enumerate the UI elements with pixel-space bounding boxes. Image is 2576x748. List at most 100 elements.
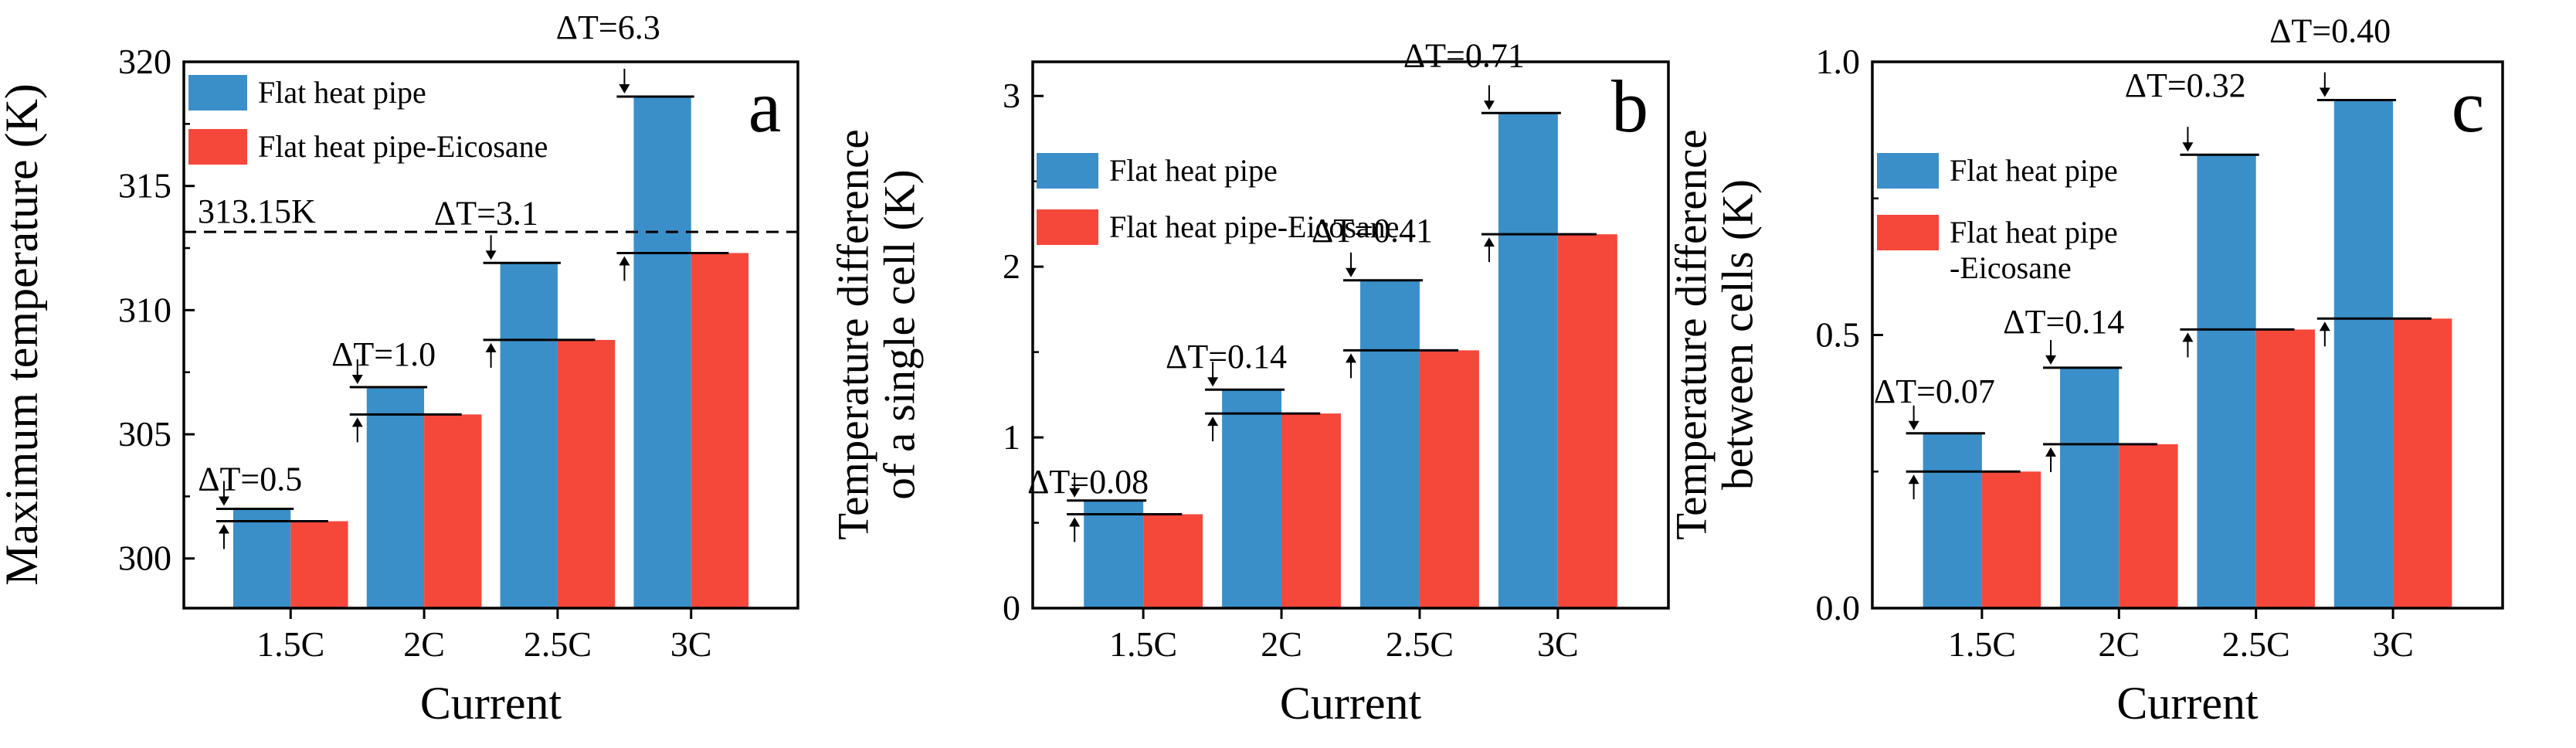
delta-arrowhead-down: [2319, 87, 2330, 97]
bar-flat-heat-pipe-eicosane-25c: [1419, 350, 1479, 608]
bar-flat-heat-pipe-eicosane-15c: [1981, 471, 2041, 608]
bar-flat-heat-pipe-eicosane-3c: [691, 253, 749, 608]
x-tick-label: 2.5C: [1386, 624, 1454, 664]
delta-label: ΔT=0.14: [2003, 303, 2124, 341]
x-tick-label: 2C: [403, 624, 445, 664]
y-axis-label: Temperature differencebetween cells (K): [1668, 129, 1763, 539]
y-tick-label: 0.5: [1816, 315, 1861, 355]
delta-arrowhead-down: [1346, 267, 1357, 277]
x-tick-label: 3C: [1537, 624, 1579, 664]
delta-arrowhead-up: [2182, 332, 2194, 342]
bar-flat-heat-pipe-2c: [366, 386, 425, 608]
legend-swatch-flat-heat-pipe: [1037, 153, 1098, 189]
legend-label: Flat heat pipe-Eicosane: [258, 129, 548, 164]
legend-swatch-flat-heat-pipe-eicosane: [1877, 215, 1939, 250]
y-tick-label: 320: [118, 42, 171, 81]
plot-frame: [1031, 60, 1670, 610]
y-tick-label: 305: [118, 414, 171, 454]
legend-label: Flat heat pipe-Eicosane: [1109, 209, 1399, 244]
bar-flat-heat-pipe-eicosane-15c: [290, 521, 348, 608]
delta-arrowhead-up: [351, 417, 363, 427]
delta-arrowhead-up: [2319, 321, 2330, 332]
x-tick-label: 3C: [2372, 624, 2414, 664]
y-tick-label: 1: [1003, 417, 1020, 457]
panel-label: b: [1611, 65, 1648, 148]
delta-label: ΔT=3.1: [434, 194, 538, 232]
delta-annotation-25c: ΔT=0.41: [1312, 212, 1459, 379]
delta-arrowhead-up: [1207, 416, 1219, 427]
x-axis-label: Current: [420, 678, 562, 729]
delta-annotation-25c: ΔT=0.32: [2125, 66, 2295, 358]
bar-flat-heat-pipe-25c: [1360, 280, 1420, 608]
chart-panel-a: 1.5C ΔT=0.5 2C ΔT=1.0 2.5C ΔT=3.1 3C ΔT=6.3 313.…: [0, 8, 799, 729]
legend-swatch-flat-heat-pipe-eicosane: [1037, 209, 1098, 245]
delta-annotation-2c: ΔT=0.14: [2003, 303, 2158, 472]
x-tick-label: 1.5C: [1948, 624, 2016, 664]
legend-swatch-flat-heat-pipe: [1877, 153, 1939, 189]
delta-arrowhead-up: [485, 342, 497, 352]
bar-flat-heat-pipe-15c: [1923, 433, 1982, 608]
panel-label: a: [748, 65, 782, 148]
y-axis-label: Maximum temperature (K): [0, 83, 47, 586]
x-tick-label: 2.5C: [2222, 624, 2290, 664]
bar-flat-heat-pipe-25c: [500, 263, 558, 608]
plot-frame: [182, 60, 799, 610]
delta-arrowhead-up: [1346, 353, 1357, 363]
delta-annotation-3c: ΔT=6.3: [556, 8, 729, 281]
y-axis-label: Temperature differenceof a single cell (…: [830, 129, 925, 539]
delta-arrowhead-down: [1483, 100, 1495, 110]
y-tick-label: 0.0: [1816, 588, 1861, 627]
y-tick-label: 3: [1003, 76, 1020, 115]
y-axis-label-line: of a single cell (K): [876, 169, 925, 499]
y-tick-label: 315: [118, 166, 171, 206]
y-tick-label: 1.0: [1816, 42, 1861, 81]
y-axis-label-line: Maximum temperature (K): [0, 83, 47, 586]
delta-arrowhead-up: [218, 524, 229, 534]
delta-arrowhead-up: [2045, 447, 2057, 457]
delta-arrowhead-down: [619, 83, 630, 94]
y-tick-label: 310: [118, 290, 171, 329]
delta-annotation-2c: ΔT=0.14: [1166, 338, 1321, 442]
y-axis-label-line: Temperature difference: [1668, 129, 1716, 539]
x-tick-label: 2.5C: [524, 624, 592, 664]
delta-label: ΔT=0.5: [198, 460, 302, 498]
delta-arrowhead-up: [1069, 517, 1081, 527]
bar-flat-heat-pipe-eicosane-15c: [1143, 514, 1203, 608]
y-tick-label: 0: [1003, 588, 1020, 627]
delta-label: ΔT=6.3: [556, 8, 660, 46]
bar-flat-heat-pipe-2c: [2060, 367, 2120, 608]
chart-panel-b: 1.5C ΔT=0.08 2C ΔT=0.14 2.5C ΔT=0.41 3C ΔT=0.71…: [830, 36, 1670, 729]
bar-flat-heat-pipe-eicosane-3c: [1557, 234, 1617, 608]
delta-arrowhead-up: [1483, 237, 1495, 247]
delta-arrowhead-down: [1207, 377, 1219, 387]
bar-flat-heat-pipe-3c: [1498, 113, 1558, 608]
delta-label: ΔT=0.14: [1166, 338, 1287, 376]
x-tick-label: 2C: [1261, 624, 1302, 664]
y-tick-label: 300: [118, 539, 171, 578]
delta-annotation-25c: ΔT=3.1: [434, 194, 596, 368]
x-tick-label: 2C: [2098, 624, 2140, 664]
delta-label: ΔT=0.41: [1312, 212, 1433, 250]
delta-arrowhead-up: [1908, 474, 1919, 484]
bar-flat-heat-pipe-eicosane-2c: [1281, 413, 1341, 608]
delta-annotation-3c: ΔT=0.40: [2269, 12, 2432, 347]
delta-arrowhead-down: [1069, 488, 1081, 498]
delta-arrowhead-down: [351, 374, 363, 384]
delta-label: ΔT=0.71: [1403, 36, 1525, 74]
legend-swatch-flat-heat-pipe-eicosane: [188, 129, 247, 165]
bar-flat-heat-pipe-15c: [232, 508, 291, 608]
x-tick-label: 1.5C: [256, 624, 324, 664]
y-axis-label-line: between cells (K): [1714, 179, 1763, 490]
y-axis-label-line: Temperature difference: [830, 129, 878, 539]
delta-label: ΔT=0.40: [2269, 12, 2391, 49]
bar-flat-heat-pipe-2c: [1222, 389, 1282, 608]
delta-arrowhead-up: [619, 256, 630, 266]
delta-annotation-15c: ΔT=0.5: [198, 460, 328, 549]
legend-label: Flat heat pipe: [1950, 215, 2118, 250]
x-axis-label: Current: [1280, 678, 1422, 729]
legend-label: Flat heat pipe: [258, 75, 426, 110]
x-tick-label: 3C: [670, 624, 712, 664]
